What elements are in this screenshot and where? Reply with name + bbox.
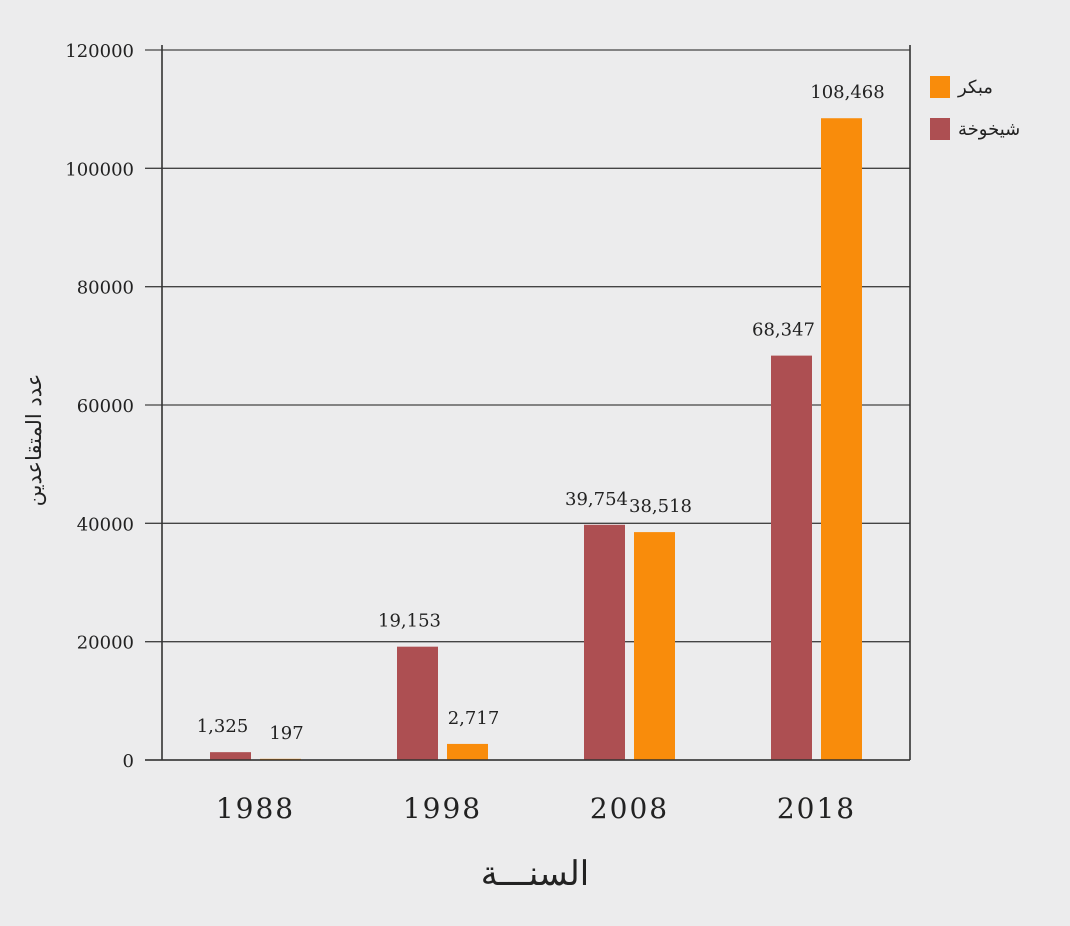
grid-layer xyxy=(145,49,910,761)
data-label-old-age-2018: 68,347 xyxy=(752,320,815,341)
bar-old-age-1988 xyxy=(210,752,251,760)
bar-early-1998 xyxy=(447,743,488,760)
data-label-old-age-1988: 1,325 xyxy=(197,716,249,737)
data-label-old-age-1998: 19,153 xyxy=(378,611,441,632)
x-axis-title: السنـــة xyxy=(481,854,590,894)
data-label-early-1998: 2,717 xyxy=(448,708,500,729)
bar-early-2008 xyxy=(634,532,675,760)
data-label-early-2008: 38,518 xyxy=(629,496,692,517)
labels-layer: 1,325 197 19,153 2,717 39,754 38,518 68,347 108… xyxy=(197,82,885,744)
legend-item-old-age: شيخوخة xyxy=(930,114,1020,144)
bars-layer xyxy=(210,118,862,760)
legend-swatch-early xyxy=(930,76,950,98)
x-tick-label: 1998 xyxy=(403,792,482,825)
bar-old-age-1998 xyxy=(397,646,438,760)
data-label-old-age-2008: 39,754 xyxy=(565,489,628,510)
legend: مبكر شيخوخة xyxy=(930,72,1020,156)
x-tick-label: 2018 xyxy=(777,792,856,825)
y-tick-label: 20000 xyxy=(77,633,134,654)
legend-label-old-age: شيخوخة xyxy=(958,118,1021,140)
axes-layer: 0 20000 40000 60000 80000 100000 120000 1988 199… xyxy=(65,41,911,825)
y-tick-label: 60000 xyxy=(77,396,134,417)
legend-swatch-old-age xyxy=(930,118,950,140)
bar-old-age-2018 xyxy=(771,355,812,760)
data-label-early-2018: 108,468 xyxy=(810,82,884,103)
x-tick-label: 2008 xyxy=(590,792,669,825)
bar-old-age-2008 xyxy=(584,524,625,760)
bar-early-2018 xyxy=(821,118,862,760)
y-tick-label: 100000 xyxy=(65,159,134,180)
y-tick-label: 40000 xyxy=(77,514,134,535)
data-label-early-1988: 197 xyxy=(269,723,303,744)
legend-item-early: مبكر xyxy=(930,72,1020,102)
legend-label-early: مبكر xyxy=(958,76,993,98)
x-tick-label: 1988 xyxy=(216,792,295,825)
y-axis-title: عدد المتقاعدين xyxy=(22,374,47,507)
y-tick-label: 0 xyxy=(123,751,134,772)
y-tick-label: 80000 xyxy=(77,278,134,299)
y-tick-label: 120000 xyxy=(65,41,134,62)
